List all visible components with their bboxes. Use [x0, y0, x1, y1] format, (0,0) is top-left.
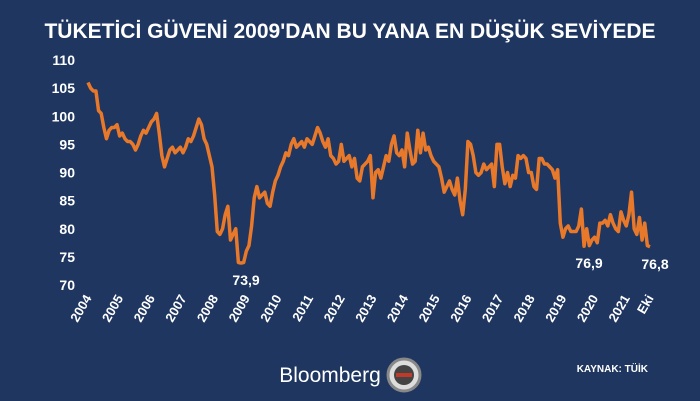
- brand: Bloomberg: [279, 364, 381, 387]
- y-tick-label: 70: [59, 277, 75, 293]
- x-tick-label: 2018: [510, 292, 537, 325]
- x-tick-label: 2019: [542, 292, 569, 325]
- x-tick-label: 2014: [384, 291, 412, 324]
- data-label: 76,9: [575, 255, 602, 271]
- x-tick-label: 2004: [67, 291, 95, 324]
- x-tick-label: 2011: [289, 292, 316, 324]
- y-tick-label: 105: [52, 80, 76, 96]
- x-tick-label: Eki: [634, 292, 657, 316]
- y-tick-label: 75: [59, 249, 75, 265]
- x-tick-label: 2008: [194, 292, 221, 325]
- x-tick-label: 2007: [162, 292, 189, 325]
- y-tick-label: 80: [59, 221, 75, 237]
- x-tick-label: 2015: [415, 292, 442, 325]
- chart-title: TÜKETİCİ GÜVENİ 2009'DAN BU YANA EN DÜŞÜ…: [44, 20, 655, 43]
- x-tick-label: 2006: [130, 292, 157, 325]
- x-tick-label: 2016: [447, 292, 474, 325]
- y-tick-label: 95: [59, 136, 75, 152]
- data-label: 76,8: [641, 256, 668, 272]
- x-tick-label: 2020: [574, 292, 601, 325]
- y-tick-label: 85: [59, 193, 75, 209]
- y-tick-label: 90: [59, 165, 75, 181]
- x-tick-label: 2021: [605, 292, 632, 325]
- data-label: 73,9: [232, 272, 259, 288]
- source: KAYNAK: TÜİK: [577, 362, 649, 375]
- logo: [386, 357, 422, 393]
- x-tick-label: 2005: [99, 292, 126, 325]
- x-tick-label: 2012: [320, 292, 347, 325]
- x-tick-label: 2010: [257, 292, 284, 325]
- line: [86, 81, 651, 265]
- y-tick-label: 100: [52, 108, 76, 124]
- x-tick-label: 2017: [479, 292, 506, 325]
- x-tick-label: 2009: [225, 292, 252, 325]
- x-tick-label: 2013: [352, 292, 379, 325]
- y-tick-label: 110: [52, 52, 75, 68]
